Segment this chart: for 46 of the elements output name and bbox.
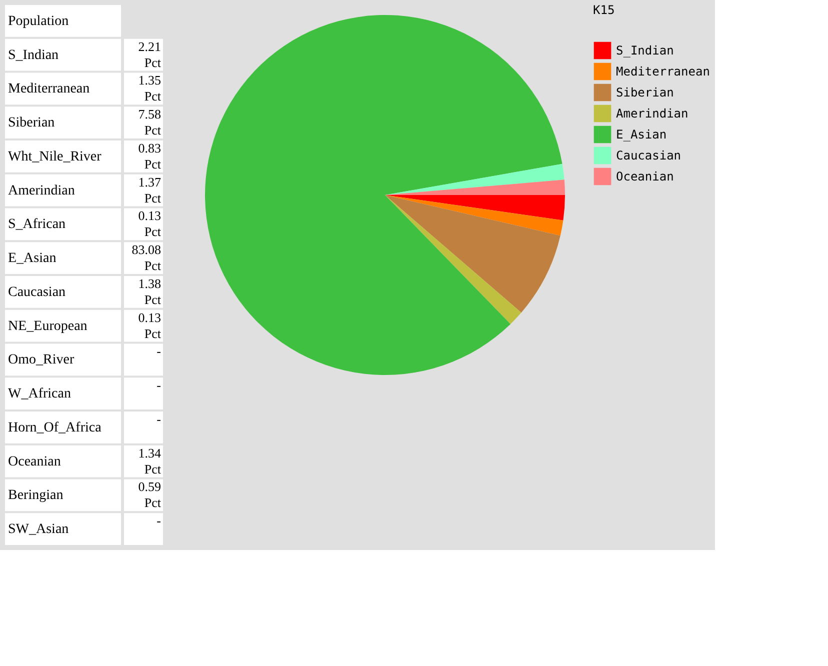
legend-label: Caucasian: [616, 148, 682, 162]
pie-slice: [205, 15, 562, 375]
text: Population: [8, 14, 69, 29]
legend-label: Mediterranean: [616, 64, 710, 78]
text: -: [156, 411, 161, 426]
text: 2.21 Pct: [138, 38, 161, 70]
category-label: Wht_Nile_River: [8, 149, 102, 164]
text: 0.13 Pct: [138, 310, 161, 341]
text: -: [156, 344, 161, 359]
legend-label: Amerindian: [616, 106, 688, 120]
category-label: Beringian: [8, 488, 64, 504]
text: 1.37 Pct: [138, 174, 161, 206]
text: -: [156, 513, 161, 528]
pie-slice: [385, 164, 564, 195]
pie-slice: [385, 195, 522, 324]
category-label: SW_Asian: [8, 522, 69, 538]
category-label: S_African: [8, 217, 66, 232]
category-label: Amerindian: [8, 183, 75, 198]
text: 83.08 Pct: [132, 242, 161, 274]
category-label: Oceanian: [8, 454, 61, 470]
text: 0.13 Pct: [138, 208, 161, 240]
text: 7.58 Pct: [138, 106, 161, 138]
category-label: NE_European: [8, 318, 88, 334]
category-label: S_Indian: [8, 48, 59, 63]
text: 1.35 Pct: [138, 72, 161, 104]
category-label: E_Asian: [8, 251, 56, 266]
text: 0.83 Pct: [138, 140, 161, 172]
pie-slice: [385, 195, 565, 220]
text: 1.34 Pct: [138, 445, 161, 476]
legend-title: K15: [593, 3, 615, 17]
category-label: Siberian: [8, 116, 55, 131]
legend-label: Siberian: [616, 86, 674, 100]
legend-label: Oceanian: [616, 170, 674, 184]
text: -: [156, 378, 161, 393]
legend-label: E_Asian: [616, 128, 667, 142]
category-label: W_African: [8, 386, 71, 402]
text: 1.38 Pct: [138, 276, 161, 307]
pie-slice: [385, 195, 560, 313]
legend-label: S_Indian: [616, 44, 674, 58]
pie-slice: [385, 195, 564, 236]
category-label: Horn_Of_Africa: [8, 420, 102, 436]
category-label: Mediterranean: [8, 82, 90, 97]
text: 0.59 Pct: [138, 479, 161, 510]
pie-slice: [385, 180, 565, 195]
category-label: Caucasian: [8, 284, 66, 300]
category-label: Omo_River: [8, 352, 74, 368]
